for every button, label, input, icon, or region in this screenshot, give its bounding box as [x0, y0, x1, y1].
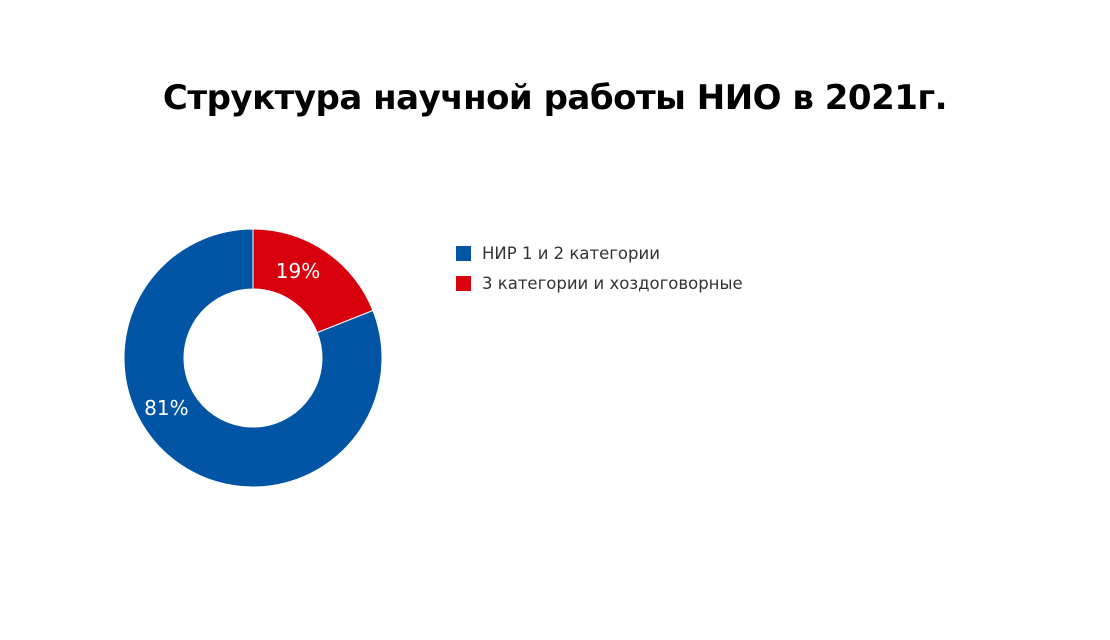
legend-item-category-3-contract: 3 категории и хоздоговорные [456, 268, 743, 298]
data-label-nir-1-2: 81% [144, 396, 188, 420]
legend-item-nir-1-2: НИР 1 и 2 категории [456, 238, 743, 268]
data-label-category-3-contract: 19% [276, 259, 320, 283]
chart-title: Структура научной работы НИО в 2021г. [162, 78, 948, 118]
legend-swatch-nir-1-2 [456, 245, 471, 261]
slice-nir-1-2 [123, 228, 383, 488]
legend-label-category-3-contract: 3 категории и хоздоговорные [482, 273, 743, 293]
slice-category-3-contract [252, 228, 374, 334]
donut-slices [123, 228, 383, 488]
legend-label-nir-1-2: НИР 1 и 2 категории [482, 243, 660, 263]
legend-swatch-category-3-contract [456, 275, 471, 291]
chart-legend: НИР 1 и 2 категории 3 категории и хоздог… [456, 238, 743, 298]
donut-data-labels: 19% 81% [144, 259, 320, 420]
